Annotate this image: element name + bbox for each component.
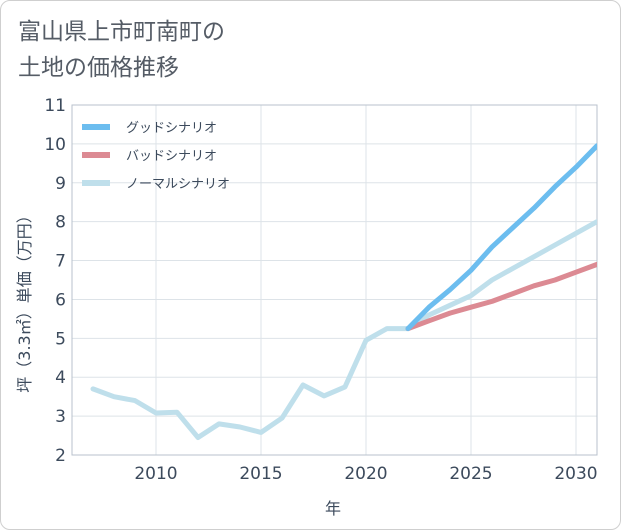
y-tick-label: 3 — [55, 407, 66, 427]
y-axis-label: 坪（3.3㎡）単価（万円） — [15, 207, 34, 392]
y-tick-label: 6 — [55, 290, 66, 310]
x-axis-label: 年 — [325, 499, 341, 518]
y-tick-label: 5 — [55, 329, 66, 349]
x-tick-labels: 2010 2015 2020 2025 2030 — [134, 464, 597, 484]
plot-area-border — [71, 104, 598, 456]
chart-title: 富山県上市町南町の 土地の価格推移 — [18, 19, 225, 81]
series-line-0 — [405, 143, 597, 332]
y-tick-label: 7 — [55, 252, 66, 272]
y-tick-label: 11 — [44, 96, 66, 116]
y-tick-label: 2 — [55, 446, 66, 466]
x-tick-label: 2010 — [134, 464, 177, 484]
y-tick-labels: 2 3 4 5 6 7 8 9 10 11 — [44, 96, 66, 466]
x-tick-label: 2025 — [449, 464, 492, 484]
y-tick-label: 9 — [55, 174, 66, 194]
y-tick-label: 10 — [44, 135, 66, 155]
legend-label-0: グッドシナリオ — [126, 121, 217, 136]
x-tick-label: 2015 — [239, 464, 282, 484]
series-line-2 — [90, 219, 597, 440]
x-tick-label: 2030 — [554, 464, 597, 484]
legend-label-1: バッドシナリオ — [126, 149, 217, 164]
y-tick-label: 4 — [55, 368, 66, 388]
legend-label-2: ノーマルシナリオ — [126, 177, 230, 192]
y-tick-label: 8 — [55, 213, 66, 233]
series-line-1 — [405, 261, 597, 332]
x-tick-label: 2020 — [344, 464, 387, 484]
series-lines — [90, 143, 597, 440]
